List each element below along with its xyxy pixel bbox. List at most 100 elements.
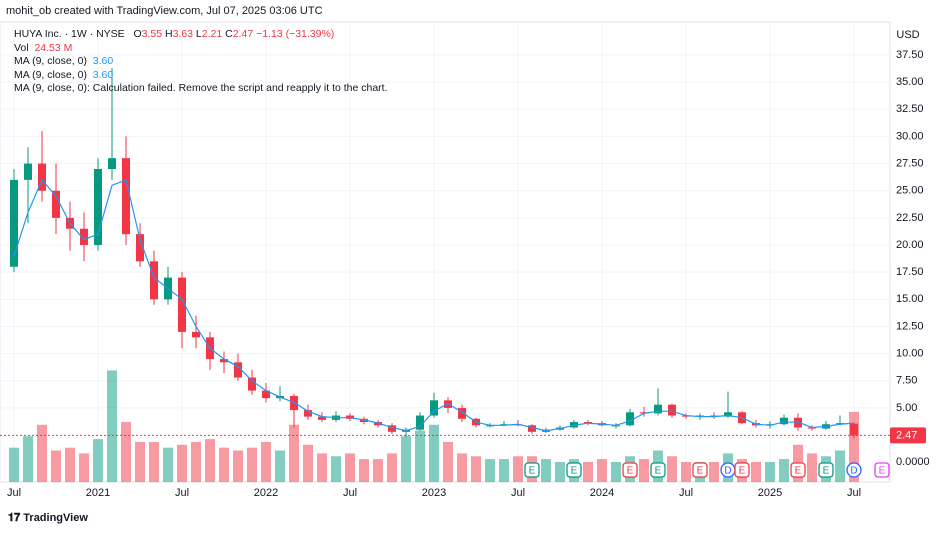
event-label: D: [724, 466, 731, 477]
volume-bar: [149, 441, 159, 482]
candle-body: [178, 277, 186, 332]
y-tick-label: 10.00: [896, 348, 924, 360]
volume-bar: [79, 453, 89, 482]
author-line: mohit_ob created with TradingView.com, J…: [6, 5, 323, 17]
volume-bar: [23, 436, 33, 482]
volume-bar: [275, 450, 285, 482]
volume-bar: [485, 459, 495, 482]
event-label: E: [571, 466, 578, 477]
volume-bar: [709, 461, 719, 482]
l-label: L: [195, 28, 202, 40]
volume-bar: [513, 456, 523, 482]
ma-name: MA (9, close, 0): Calculation failed. Re…: [14, 82, 388, 95]
volume-bar: [163, 447, 173, 482]
event-label: E: [795, 466, 802, 477]
candle-body: [262, 390, 270, 399]
candle-body: [150, 261, 158, 300]
event-label: E: [739, 466, 746, 477]
last-price-box: [890, 427, 926, 444]
event-label: E: [627, 466, 634, 477]
volume-bar: [121, 421, 131, 482]
event-icon: [874, 462, 890, 478]
currency: USD: [896, 29, 919, 41]
last-price-label: 2.47: [896, 429, 917, 441]
volume-bar: [205, 439, 215, 482]
volume-bar: [387, 453, 397, 482]
candle-body: [234, 362, 242, 378]
event-label: E: [529, 466, 536, 477]
legend: HUYA Inc. · 1W · NYSE O3.55 H3.63 L2.21 …: [14, 28, 388, 96]
h-value: 3.63: [172, 28, 193, 40]
c-value: 2.47: [232, 28, 254, 40]
volume-bar: [597, 459, 607, 482]
volume-bar: [9, 447, 19, 482]
x-tick-label: 2023: [422, 487, 446, 499]
y-tick-label: 17.50: [896, 266, 924, 278]
y-tick-label: 35.00: [896, 76, 924, 88]
o-value: 3.55: [141, 28, 163, 40]
candle-body: [318, 416, 326, 420]
volume-bar: [555, 461, 565, 482]
volume-bar: [51, 450, 61, 482]
volume-bar: [541, 459, 551, 482]
ma-value: 3.60: [92, 55, 114, 68]
ohlc-line: HUYA Inc. · 1W · NYSE O3.55 H3.63 L2.21 …: [14, 28, 388, 42]
candle-body: [52, 190, 60, 218]
candle-body: [192, 331, 200, 338]
volume-bar: [779, 459, 789, 482]
candle-body: [94, 169, 102, 246]
y-tick-label: 15.00: [896, 293, 924, 305]
grid: [0, 22, 890, 482]
event-label: E: [879, 466, 886, 477]
candle-body: [136, 234, 144, 262]
logo: 𝟏𝟕: [8, 512, 24, 524]
candle-body: [654, 404, 662, 414]
volume-bar: [37, 424, 47, 482]
volume-bar: [289, 424, 299, 482]
x-tick-label: Jul: [511, 487, 525, 499]
vol-label: Vol: [14, 41, 29, 54]
candle-body: [10, 179, 18, 267]
y-tick-label: 37.50: [896, 49, 924, 61]
x-tick-label: Jul: [679, 487, 693, 499]
y-tick-label: 25.00: [896, 185, 924, 197]
ma-line: MA (9, close, 0) 3.60: [14, 69, 388, 83]
volume-bar: [835, 450, 845, 482]
volume-bar: [401, 436, 411, 482]
y-tick-label: 5.00: [896, 402, 917, 414]
change: −1.13 (−31.39%): [256, 28, 335, 40]
volume-bar: [303, 444, 313, 482]
volume-bar: [177, 444, 187, 482]
vol-value: 24.53 M: [34, 41, 73, 54]
event-label: E: [697, 466, 704, 477]
symbol: HUYA Inc. · 1W · NYSE: [14, 28, 125, 40]
volume-bar: [93, 439, 103, 482]
y-tick-label: 20.00: [896, 239, 924, 251]
volume-bar: [583, 461, 593, 482]
vol-line: Vol 24.53 M: [14, 42, 388, 56]
event-icon: [650, 462, 666, 478]
volume-bar: [65, 447, 75, 482]
candle-body: [780, 417, 788, 425]
candle-body: [528, 425, 536, 432]
y-tick-label: 12.50: [896, 320, 924, 332]
candle-body: [668, 404, 676, 416]
volume-bar: [219, 447, 229, 482]
ma-name: MA (9, close, 0): [14, 55, 87, 68]
x-tick-label: 2021: [86, 487, 110, 499]
x-tick-label: Jul: [847, 487, 861, 499]
y-tick-label: 22.50: [896, 212, 924, 224]
event-icon: [566, 462, 582, 478]
volume-bar: [261, 441, 271, 482]
candle-body: [80, 228, 88, 246]
volume-bar: [611, 461, 621, 482]
candle-body: [24, 163, 32, 180]
volume-bar: [429, 424, 439, 482]
candle-body: [388, 425, 396, 432]
event-icon: [846, 462, 862, 478]
volume-bar: [317, 453, 327, 482]
volume-bar: [415, 430, 425, 482]
watermark: 𝟏𝟕 TradingView: [8, 512, 88, 525]
volume-bar: [247, 447, 257, 482]
